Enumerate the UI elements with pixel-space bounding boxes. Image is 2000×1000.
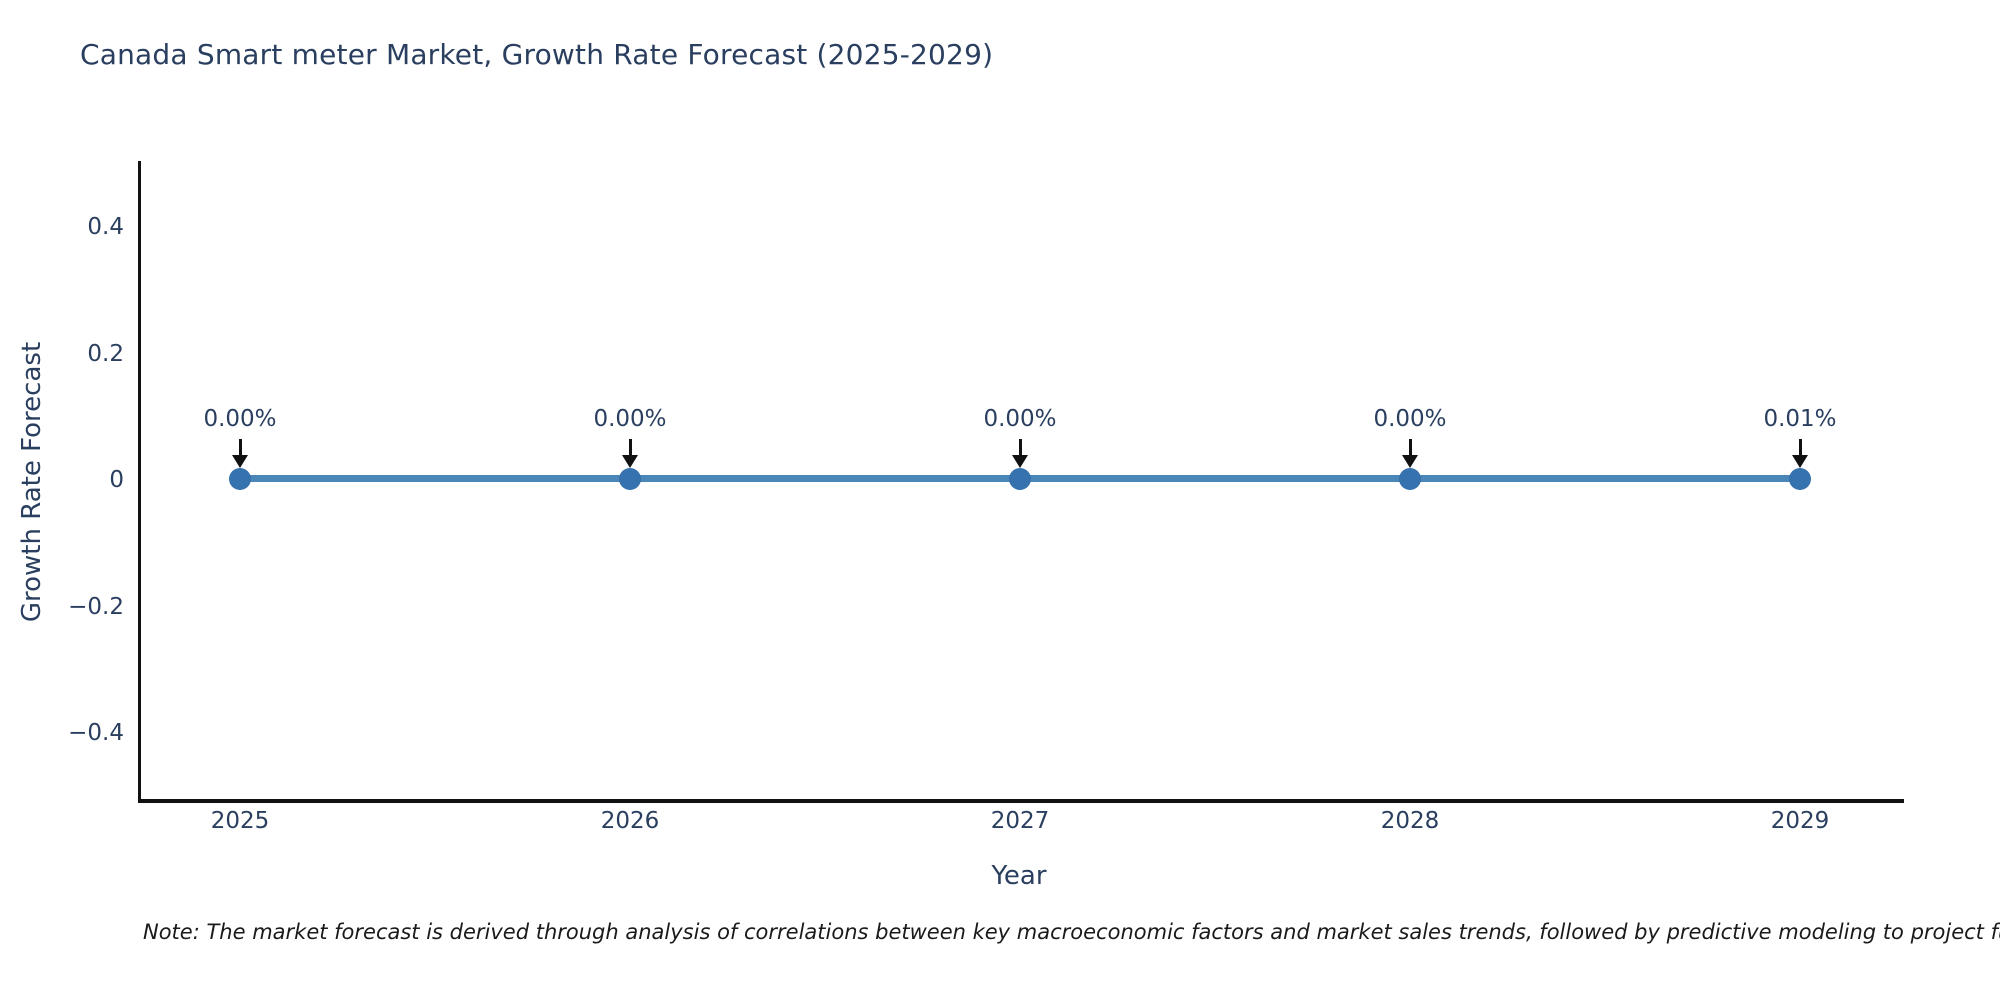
annotation-arrowhead-icon [622,455,638,468]
y-tick-label: 0 [109,467,124,493]
x-tick-label: 2027 [990,808,1050,834]
data-label: 0.00% [593,406,667,432]
annotation-arrowhead-icon [232,455,248,468]
annotation-arrow [1799,439,1802,456]
annotation-arrow [239,439,242,456]
y-tick-label: −0.4 [68,720,124,746]
chart-title: Canada Smart meter Market, Growth Rate F… [80,38,994,71]
x-tick-label: 2025 [210,808,270,834]
annotation-arrowhead-icon [1792,455,1808,468]
annotation-arrowhead-icon [1402,455,1418,468]
data-label: 0.01% [1763,406,1837,432]
series-marker [619,468,641,490]
y-tick-label: −0.2 [68,594,124,620]
annotation-arrowhead-icon [1012,455,1028,468]
annotation-arrow [1019,439,1022,456]
y-tick-label: 0.4 [87,214,124,240]
y-axis-title: Growth Rate Forecast [17,341,47,623]
footnote: Note: The market forecast is derived thr… [143,920,2000,944]
y-tick-label: 0.2 [87,341,124,367]
series-marker [1789,468,1811,490]
series-marker [1009,468,1031,490]
x-tick-label: 2028 [1380,808,1440,834]
annotation-arrow [1409,439,1412,456]
data-label: 0.00% [203,406,277,432]
data-label: 0.00% [983,406,1057,432]
x-tick-label: 2026 [600,808,660,834]
series-marker [1399,468,1421,490]
data-label: 0.00% [1373,406,1447,432]
annotation-arrow [629,439,632,456]
series-marker [229,468,251,490]
x-tick-label: 2029 [1770,808,1830,834]
x-axis-title: Year [991,861,1047,891]
